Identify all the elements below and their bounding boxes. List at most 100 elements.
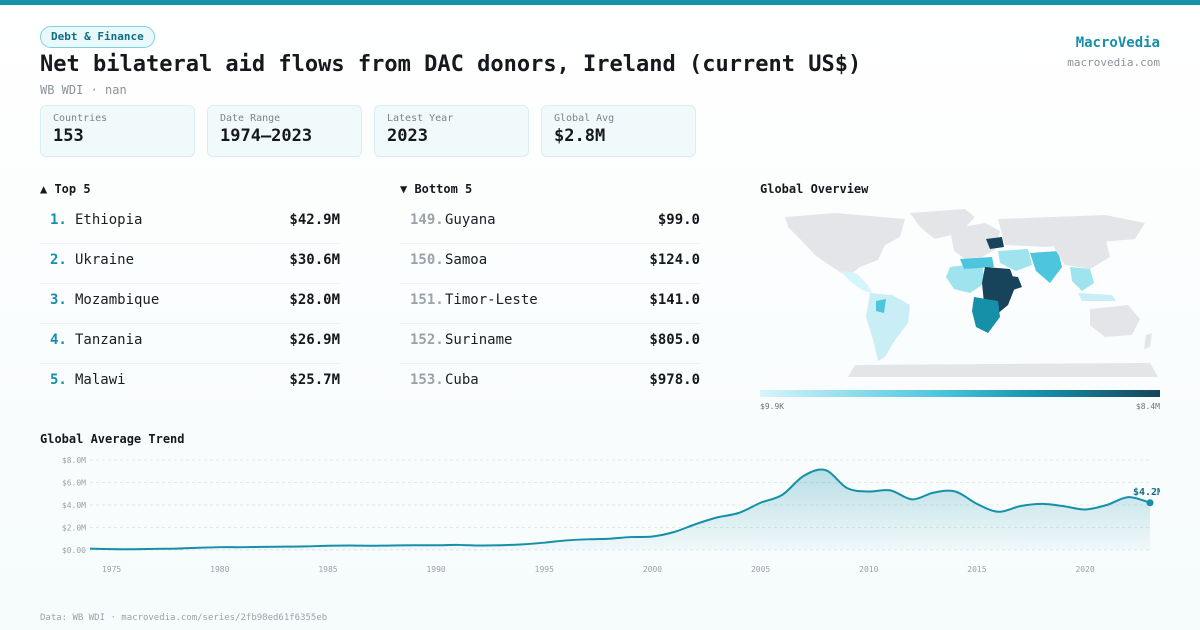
country-name: Ethiopia	[75, 212, 143, 228]
map-indonesia[interactable]	[1078, 293, 1116, 301]
y-tick-label: $4.0M	[62, 501, 86, 510]
x-tick-label: 2015	[967, 565, 986, 574]
map-europe[interactable]	[950, 223, 1000, 259]
top5-row[interactable]: 4. Tanzania $26.9M	[40, 324, 340, 364]
map-ukraine[interactable]	[986, 237, 1004, 249]
rank-number: 149.	[410, 212, 444, 228]
top5-row[interactable]: 1. Ethiopia $42.9M	[40, 204, 340, 244]
trend-end-point	[1146, 499, 1154, 507]
rank-number: 5.	[50, 372, 67, 388]
bottom5-row[interactable]: 150. Samoa $124.0	[400, 244, 700, 284]
stat-value: $2.8M	[554, 126, 606, 146]
country-value: $99.0	[657, 212, 700, 228]
map-west-africa[interactable]	[946, 263, 985, 293]
country-value: $30.6M	[289, 252, 340, 268]
bottom5-list: 149. Guyana $99.0 150. Samoa $124.0 151.…	[400, 204, 700, 404]
map-ethiopia[interactable]	[1002, 275, 1022, 291]
country-value: $978.0	[649, 372, 700, 388]
stat-label: Latest Year	[387, 113, 454, 124]
country-value: $25.7M	[289, 372, 340, 388]
x-tick-label: 2000	[643, 565, 662, 574]
country-name: Ukraine	[75, 252, 135, 268]
y-tick-label: $0.00	[62, 546, 86, 555]
country-value: $28.0M	[289, 292, 340, 308]
x-tick-label: 2020	[1075, 565, 1094, 574]
trend-area	[90, 469, 1150, 550]
stat-card-countries: Countries 153	[40, 105, 195, 157]
stat-value: 2023	[387, 126, 428, 146]
top5-row[interactable]: 2. Ukraine $30.6M	[40, 244, 340, 284]
x-tick-label: 1975	[102, 565, 121, 574]
country-name: Cuba	[445, 372, 479, 388]
x-tick-label: 1990	[426, 565, 445, 574]
rank-number: 4.	[50, 332, 67, 348]
country-name: Timor-Leste	[445, 292, 538, 308]
country-name: Mozambique	[75, 292, 160, 308]
rank-number: 3.	[50, 292, 67, 308]
trend-line	[89, 468, 1151, 551]
stat-card-latest-year: Latest Year 2023	[374, 105, 529, 157]
top-accent-bar	[0, 0, 1200, 5]
top5-row[interactable]: 3. Mozambique $28.0M	[40, 284, 340, 324]
map-andes-country[interactable]	[876, 299, 886, 313]
map-australia[interactable]	[1090, 305, 1140, 337]
stat-label: Countries	[53, 113, 108, 124]
rank-number: 152.	[410, 332, 444, 348]
rank-number: 150.	[410, 252, 444, 268]
map-antarctica[interactable]	[848, 363, 1158, 377]
country-name: Suriname	[445, 332, 513, 348]
country-value: $805.0	[649, 332, 700, 348]
bottom5-title: ▼ Bottom 5	[400, 182, 473, 196]
stat-card-global-avg: Global Avg $2.8M	[541, 105, 696, 157]
y-tick-label: $8.0M	[62, 456, 86, 465]
trend-chart[interactable]: $0.00 $2.0M $4.0M $6.0M $8.0M 1975 1980 1985 199…	[40, 452, 1160, 582]
brand-url[interactable]: macrovedia.com	[1067, 56, 1160, 69]
x-tick-label: 1995	[535, 565, 554, 574]
bottom5-row[interactable]: 153. Cuba $978.0	[400, 364, 700, 404]
map-central-america[interactable]	[840, 271, 872, 293]
map-north-africa[interactable]	[960, 257, 994, 269]
footer-source: Data: WB WDI · macrovedia.com/series/2fb…	[40, 613, 328, 623]
map-title: Global Overview	[760, 182, 869, 196]
country-name: Guyana	[445, 212, 496, 228]
map-north-america[interactable]	[785, 213, 905, 277]
y-tick-label: $2.0M	[62, 524, 86, 533]
top5-title: ▲ Top 5	[40, 182, 91, 196]
x-tick-label: 1985	[318, 565, 337, 574]
brand-logo[interactable]: MacroVedia	[1075, 35, 1160, 51]
stat-label: Global Avg	[554, 113, 615, 124]
x-tick-label: 1980	[210, 565, 229, 574]
rank-number: 1.	[50, 212, 67, 228]
world-map[interactable]	[760, 205, 1160, 380]
x-tick-label: 2010	[859, 565, 878, 574]
top5-list: 1. Ethiopia $42.9M 2. Ukraine $30.6M 3. …	[40, 204, 340, 404]
page-title: Net bilateral aid flows from DAC donors,…	[40, 52, 862, 77]
bottom5-row[interactable]: 149. Guyana $99.0	[400, 204, 700, 244]
map-south-asia[interactable]	[1030, 251, 1062, 283]
map-southeast-asia[interactable]	[1070, 267, 1094, 291]
map-russia[interactable]	[998, 215, 1145, 247]
rank-number: 153.	[410, 372, 444, 388]
y-tick-label: $6.0M	[62, 479, 86, 488]
country-value: $141.0	[649, 292, 700, 308]
map-legend-gradient	[760, 390, 1160, 397]
map-legend-min: $9.9K	[760, 402, 785, 411]
bottom5-row[interactable]: 151. Timor-Leste $141.0	[400, 284, 700, 324]
x-tick-label: 2005	[751, 565, 770, 574]
map-southern-africa[interactable]	[972, 297, 1000, 333]
stat-value: 1974–2023	[220, 126, 313, 146]
country-name: Tanzania	[75, 332, 143, 348]
country-value: $26.9M	[289, 332, 340, 348]
bottom5-row[interactable]: 152. Suriname $805.0	[400, 324, 700, 364]
map-south-america[interactable]	[866, 293, 910, 361]
map-middle-east[interactable]	[998, 249, 1032, 271]
page-subtitle: WB WDI · nan	[40, 83, 127, 97]
map-legend-max: $8.4M	[1135, 402, 1160, 411]
map-new-zealand[interactable]	[1144, 333, 1152, 349]
trend-end-label: $4.2M	[1133, 487, 1160, 498]
category-badge[interactable]: Debt & Finance	[40, 26, 155, 48]
top5-row[interactable]: 5. Malawi $25.7M	[40, 364, 340, 404]
country-value: $124.0	[649, 252, 700, 268]
map-asia[interactable]	[1050, 237, 1110, 269]
rank-number: 151.	[410, 292, 444, 308]
